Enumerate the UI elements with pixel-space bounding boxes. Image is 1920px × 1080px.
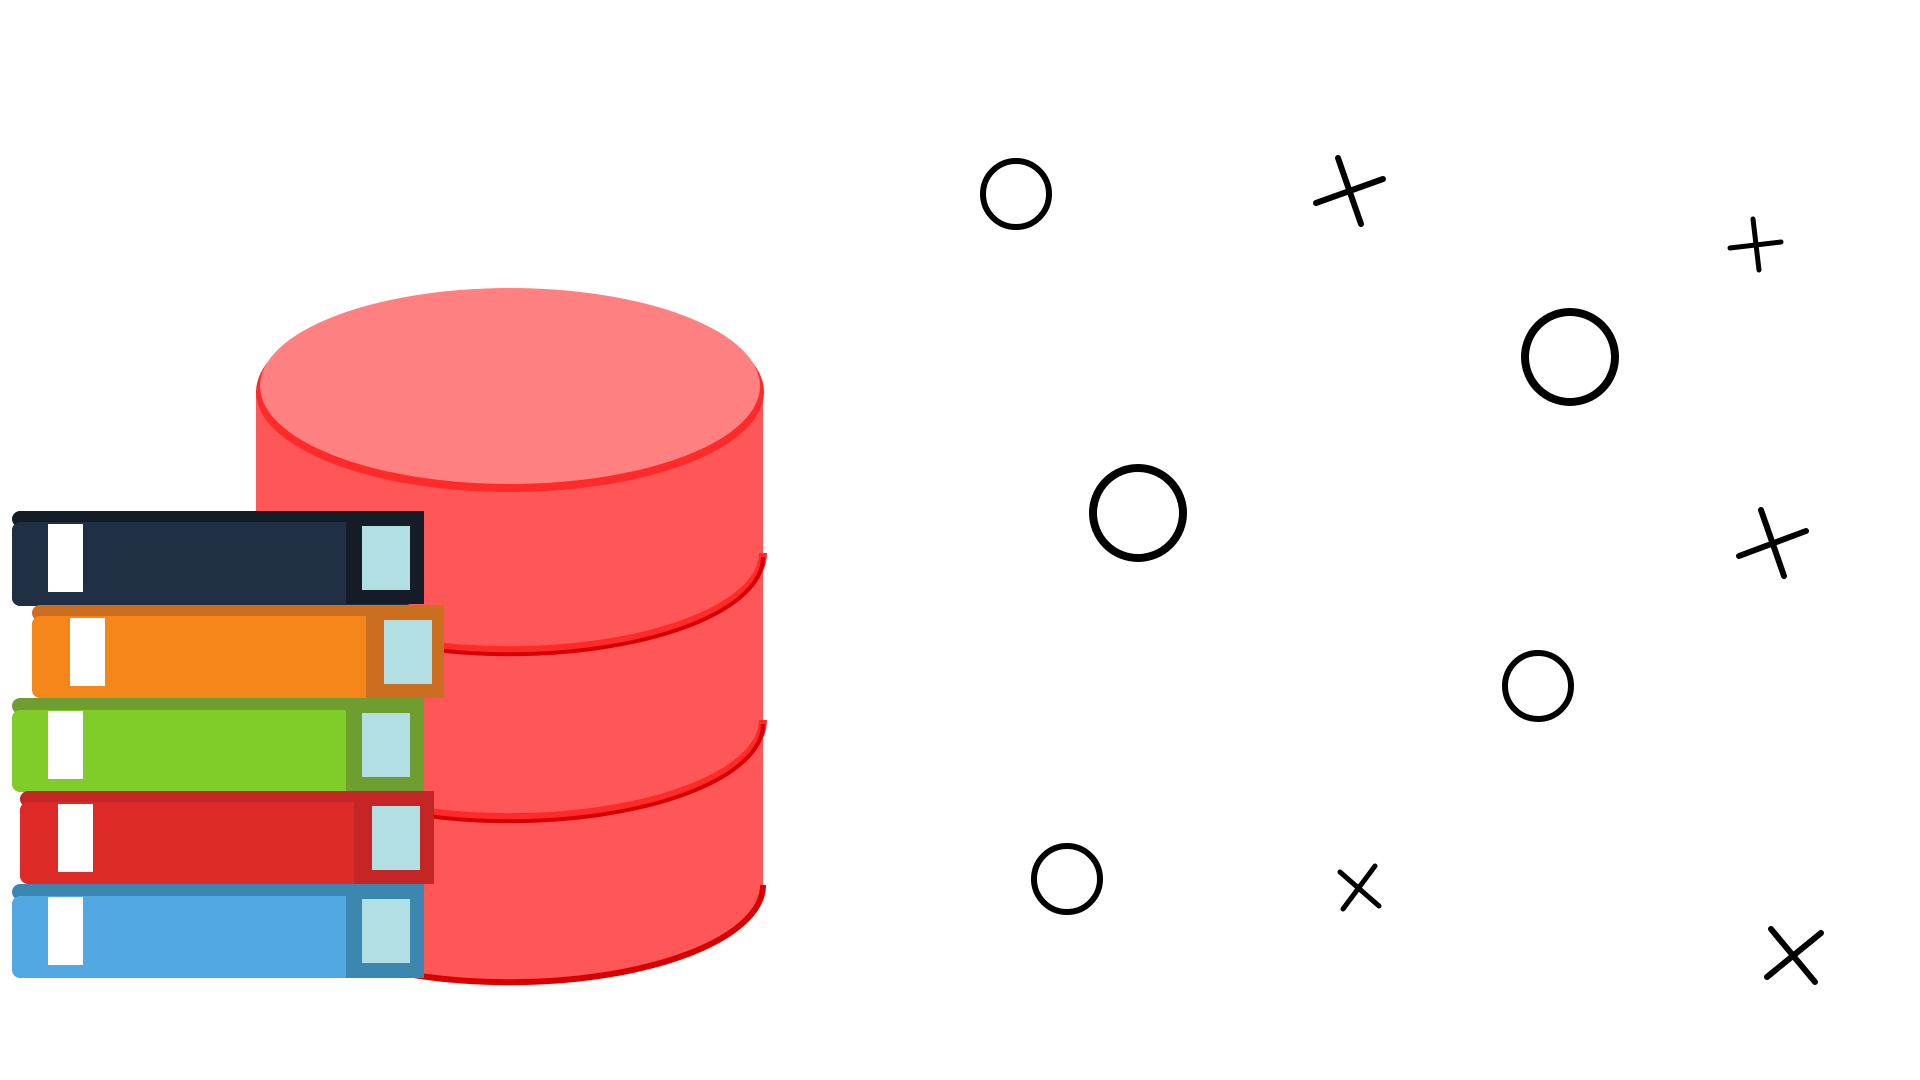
book-red bbox=[20, 791, 434, 884]
circle-mark-icon bbox=[1502, 650, 1574, 722]
cross-mark-icon bbox=[1736, 507, 1809, 579]
book-blue bbox=[12, 884, 424, 978]
book-orange bbox=[32, 605, 444, 698]
cross-mark-icon bbox=[1337, 863, 1382, 912]
circle-mark-icon bbox=[980, 158, 1052, 230]
data-marks bbox=[980, 155, 1824, 985]
cross-mark-icon bbox=[1727, 216, 1784, 273]
book-green bbox=[12, 698, 424, 792]
cross-mark-icon bbox=[1764, 926, 1824, 985]
book-navy bbox=[12, 511, 424, 606]
circle-mark-icon bbox=[1521, 308, 1619, 406]
book-stack-icon bbox=[12, 511, 444, 978]
cross-mark-icon bbox=[1313, 155, 1386, 227]
circle-mark-icon bbox=[1089, 464, 1187, 562]
db-lid bbox=[260, 288, 760, 484]
circle-mark-icon bbox=[1031, 843, 1103, 915]
